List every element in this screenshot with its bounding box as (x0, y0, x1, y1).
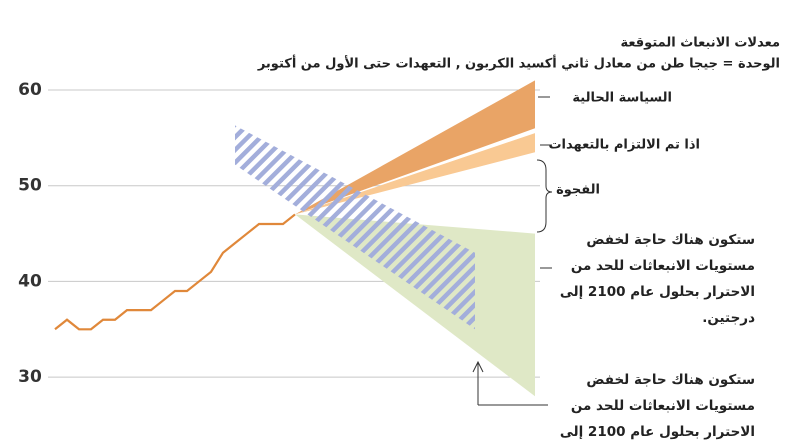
gap-label: الفجوة (556, 183, 600, 198)
arrow (472, 360, 548, 406)
y-tick-label: 50 (18, 176, 42, 196)
chart-title: معدلات الانبعاث المتوقعة (620, 36, 780, 51)
series-label: مستويات الانبعاثات للحد من (571, 398, 755, 414)
series-label: الاحترار بحلول عام 2100 إلى (560, 284, 755, 300)
y-tick-label: 60 (18, 80, 42, 100)
series-label: مستويات الانبعاثات للحد من (571, 258, 755, 274)
chart-subtitle: الوحدة = جيجا طن من معادل ثاني أكسيد الك… (257, 55, 780, 72)
brace (536, 159, 553, 233)
series-label: الاحترار بحلول عام 2100 إلى (560, 424, 755, 440)
series-label: ستكون هناك حاجة لخفض (586, 372, 755, 388)
band (235, 125, 475, 330)
y-tick-label: 40 (18, 271, 42, 291)
labels: 30 40 50 60 السياسة الحالية اذا تم الالتزام ب… (18, 80, 755, 440)
series-label: درجتين. (702, 310, 755, 326)
series-label: ستكون هناك حاجة لخفض (586, 232, 755, 248)
band (295, 80, 535, 215)
series-label: اذا تم الالتزام بالتعهدات (548, 138, 700, 153)
lines (54, 213, 296, 331)
bands (235, 80, 535, 397)
y-tick-label: 30 (18, 367, 42, 387)
series-label: السياسة الحالية (572, 91, 672, 106)
line (54, 213, 296, 331)
